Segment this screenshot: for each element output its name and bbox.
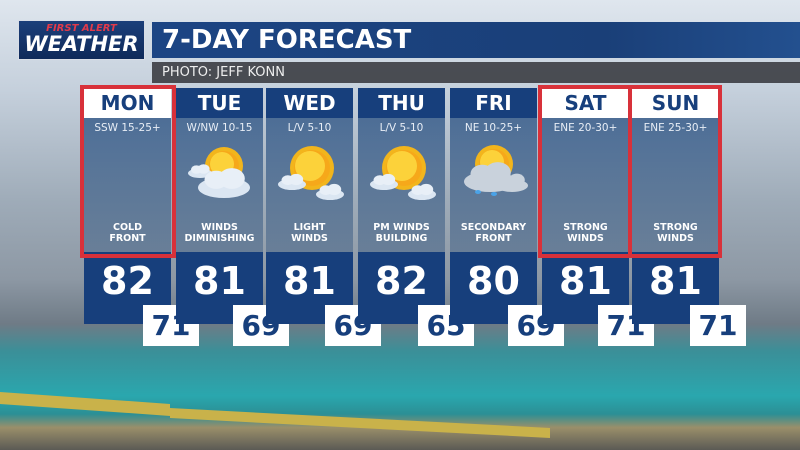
conditions-line-2: FRONT [109, 233, 146, 244]
logo-line-1: FIRST ALERT [46, 23, 117, 34]
day-panel: W/NW 10-15 WINDS DIMINISHING [176, 118, 263, 252]
low-temp: 71 [690, 305, 746, 346]
low-temp: 69 [233, 305, 289, 346]
conditions-text: SECONDARY FRONT [450, 222, 537, 244]
day-panel: L/V 5-10 LIGHT WINDS [266, 118, 353, 252]
conditions-line-1: STRONG [563, 222, 608, 233]
conditions-text: PM WINDS BUILDING [358, 222, 445, 244]
wind-text: SSW 15-25+ [94, 122, 161, 134]
conditions-line-2: FRONT [475, 233, 512, 244]
day-label: SUN [632, 88, 719, 118]
cloud-icon [408, 183, 436, 200]
day-label: THU [358, 88, 445, 118]
mostly-sunny-icon [370, 146, 436, 200]
conditions-line-2: WINDS [567, 233, 604, 244]
day-panel: SSW 15-25+ COLD FRONT [84, 118, 171, 252]
wind-text: W/NW 10-15 [186, 122, 253, 134]
wind-text: NE 10-25+ [464, 122, 523, 134]
day-label: FRI [450, 88, 537, 118]
day-panel: ENE 25-30+ STRONG WINDS [632, 118, 719, 252]
conditions-line-2: DIMINISHING [184, 233, 255, 244]
conditions-line-1: STRONG [653, 222, 698, 233]
rain-drops-icon [475, 190, 497, 196]
sun-icon [382, 146, 426, 190]
wind-text: ENE 20-30+ [553, 122, 618, 134]
conditions-line-2: BUILDING [375, 233, 428, 244]
day-label: TUE [176, 88, 263, 118]
mostly-sunny-icon [278, 146, 344, 200]
cloud-icon [316, 183, 344, 200]
conditions-line-1: WINDS [201, 222, 238, 233]
conditions-text: COLD FRONT [84, 222, 171, 244]
forecast-day-sun: SUN ENE 25-30+ STRONG WINDS 81 [632, 88, 719, 324]
conditions-line-1: LIGHT [293, 222, 326, 233]
sun-cloud-showers-icon [464, 145, 528, 196]
cloud-icon [496, 173, 528, 192]
conditions-text: STRONG WINDS [542, 222, 629, 244]
forecast-day-fri: FRI NE 10-25+ SECONDARY FRONT 80 [450, 88, 537, 324]
wind-text: L/V 5-10 [287, 122, 332, 134]
forecast-day-sat: SAT ENE 20-30+ STRONG WINDS 81 [542, 88, 629, 324]
day-label: MON [84, 88, 171, 118]
highlight-frame [80, 85, 176, 258]
day-panel: ENE 20-30+ STRONG WINDS [542, 118, 629, 252]
forecast-day-thu: THU L/V 5-10 PM WINDS BUILDING 82 [358, 88, 445, 324]
cloud-icon [198, 168, 250, 198]
cloud-icon [278, 173, 306, 190]
page-title: 7-DAY FORECAST [152, 22, 800, 58]
wind-text: L/V 5-10 [379, 122, 424, 134]
conditions-text: LIGHT WINDS [266, 222, 353, 244]
conditions-line-1: COLD [113, 222, 142, 233]
conditions-text: STRONG WINDS [632, 222, 719, 244]
conditions-line-2: WINDS [291, 233, 328, 244]
conditions-text: WINDS DIMINISHING [176, 222, 263, 244]
conditions-line-2: WINDS [657, 233, 694, 244]
wind-text: ENE 25-30+ [643, 122, 708, 134]
sun-icon [290, 146, 334, 190]
logo-line-2: WEATHER [24, 32, 139, 56]
first-alert-weather-logo: FIRST ALERT WEATHER [18, 20, 145, 60]
forecast-day-tue: TUE W/NW 10-15 WINDS DIMINISHING 81 [176, 88, 263, 324]
photo-credit: PHOTO: JEFF KONN [152, 62, 800, 83]
conditions-line-1: PM WINDS [373, 222, 430, 233]
conditions-line-1: SECONDARY [460, 222, 527, 233]
highlight-divider [628, 85, 632, 258]
partly-cloudy-icon [188, 147, 250, 198]
day-panel: L/V 5-10 PM WINDS BUILDING [358, 118, 445, 252]
day-label: SAT [542, 88, 629, 118]
day-panel: NE 10-25+ SECONDARY FRONT [450, 118, 537, 252]
day-label: WED [266, 88, 353, 118]
cloud-icon [370, 173, 398, 190]
forecast-day-wed: WED L/V 5-10 LIGHT WINDS 81 [266, 88, 353, 324]
